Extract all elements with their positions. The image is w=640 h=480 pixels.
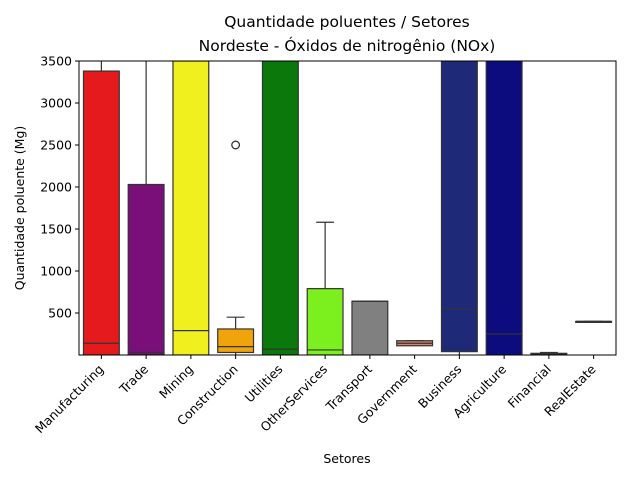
- y-tick-label: 1500: [40, 222, 72, 237]
- x-axis-label: Setores: [323, 451, 370, 466]
- box-construction: [217, 140, 255, 355]
- boxes-group: [82, 61, 613, 355]
- box-business: [440, 61, 478, 355]
- chart-subtitle: Nordeste - Óxidos de nitrogênio (NOx): [199, 36, 496, 55]
- x-tick-label: Utilities: [242, 362, 286, 406]
- box-otherservices: [306, 221, 344, 355]
- box-body: [217, 328, 255, 354]
- y-axis: 500 1000 1500 2000 2500 3000 3500: [40, 54, 79, 321]
- x-tick-label: Manufacturing: [32, 362, 107, 437]
- box-mining: [172, 61, 210, 355]
- y-tick-label: 2500: [40, 138, 72, 153]
- box-body: [306, 288, 344, 355]
- box-body: [172, 61, 210, 355]
- box-body: [82, 70, 120, 355]
- box-government: [396, 340, 434, 347]
- outlier-point: [231, 140, 241, 150]
- box-body: [485, 61, 523, 355]
- box-body: [351, 300, 389, 355]
- box-body: [127, 183, 165, 355]
- box-realestate: [575, 320, 613, 323]
- box-financial: [530, 351, 568, 355]
- chart-title: Quantidade poluentes / Setores: [224, 13, 470, 31]
- box-body: [261, 61, 299, 355]
- box-agriculture: [485, 61, 523, 355]
- box-trade: [127, 61, 165, 355]
- y-tick-label: 3500: [40, 54, 72, 69]
- box-utilities: [261, 61, 299, 355]
- plot-frame: [78, 60, 617, 356]
- box-transport: [351, 300, 389, 355]
- x-tick-label: Mining: [156, 362, 196, 402]
- y-axis-label: Quantidade poluente (Mg): [12, 126, 27, 291]
- box-manufacturing: [82, 61, 120, 355]
- y-tick-label: 2000: [40, 180, 72, 195]
- x-tick-label: Trade: [116, 361, 152, 397]
- y-tick-label: 1000: [40, 264, 72, 279]
- box-body: [440, 61, 478, 353]
- y-tick-label: 3000: [40, 96, 72, 111]
- plot-area: [78, 60, 617, 356]
- y-tick-label: 500: [48, 306, 72, 321]
